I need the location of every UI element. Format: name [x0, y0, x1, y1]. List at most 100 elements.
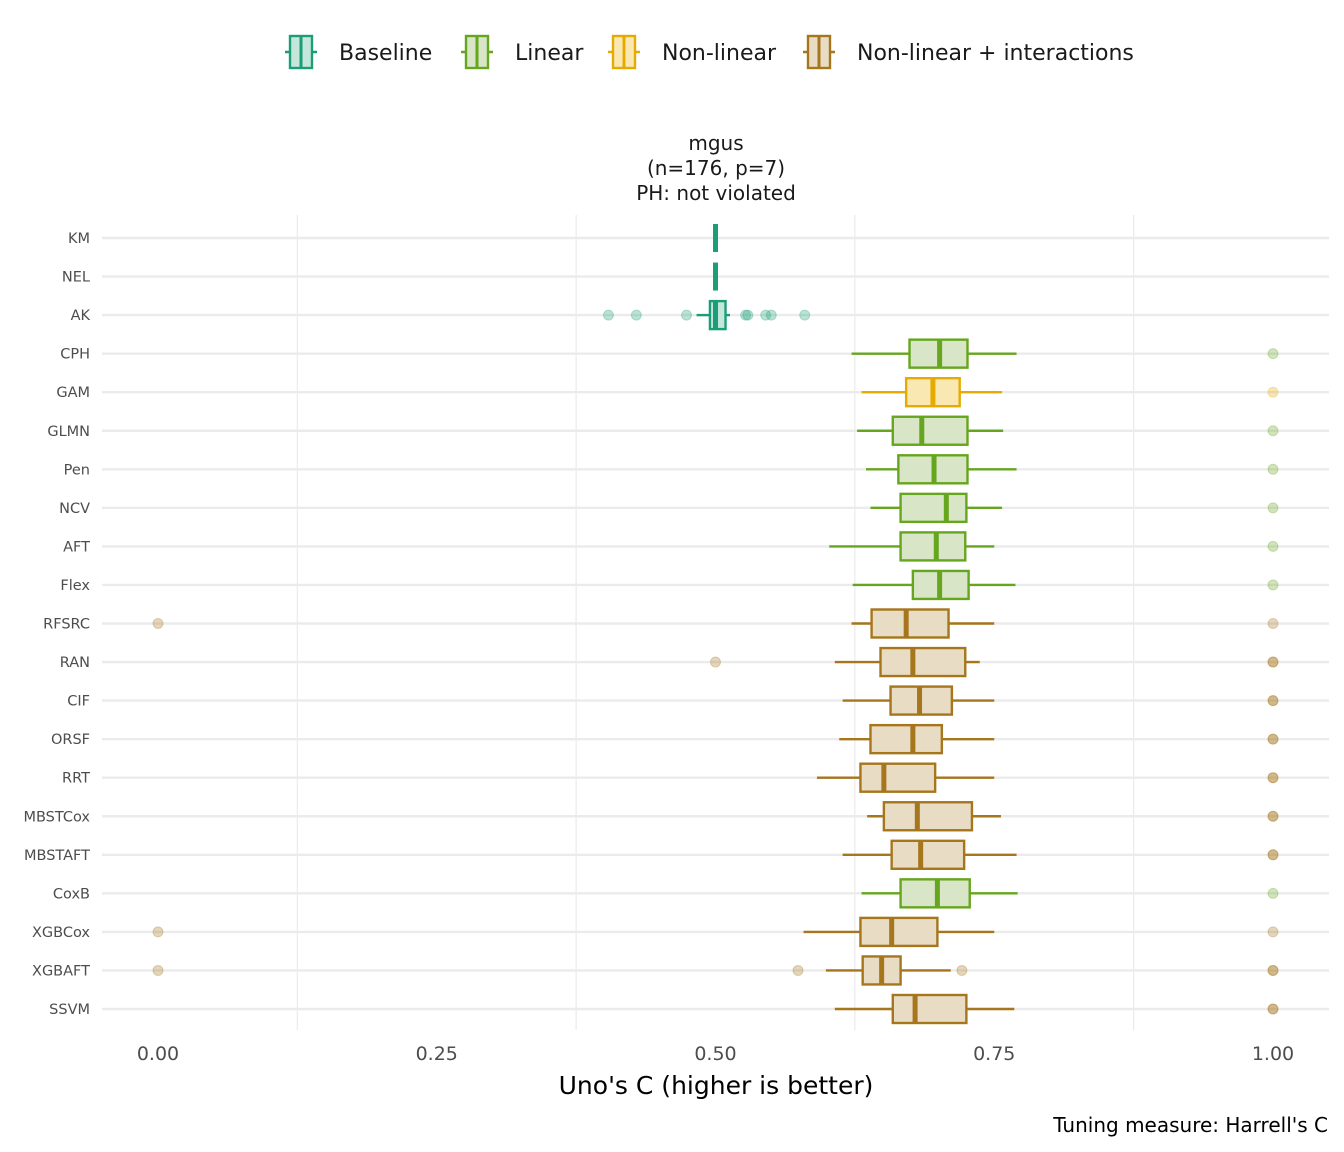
box-ssvm	[834, 993, 1279, 1025]
legend-label: Non-linear	[662, 41, 777, 66]
panel-title: mgus (n=176, p=7) PH: not violated	[636, 131, 796, 205]
x-tick-label: 0.75	[973, 1043, 1015, 1065]
y-tick-label-ssvm: SSVM	[49, 1002, 90, 1018]
title-line-2: (n=176, p=7)	[647, 156, 785, 180]
caption: Tuning measure: Harrell's C	[1052, 1113, 1328, 1137]
box-cif	[842, 685, 1279, 716]
box-rrt	[816, 762, 1279, 793]
outlier-point	[1267, 386, 1279, 398]
iqr-box	[859, 762, 937, 793]
outlier-point	[1267, 849, 1279, 861]
median-line	[713, 224, 718, 252]
legend-label: Linear	[515, 41, 584, 66]
y-tick-label-cif: CIF	[67, 694, 90, 710]
box-glmn	[857, 415, 1279, 446]
outlier-point	[740, 309, 752, 321]
y-tick-label-coxb: CoxB	[53, 886, 90, 902]
x-tick-label: 0.25	[416, 1043, 458, 1065]
legend-key-icon	[608, 34, 640, 70]
outlier-point	[1267, 579, 1279, 591]
box-coxb	[861, 878, 1279, 909]
outlier-point	[1267, 618, 1279, 629]
outlier-point	[1267, 887, 1279, 899]
outlier-point	[630, 309, 642, 321]
y-tick-label-pen: Pen	[64, 462, 90, 478]
x-axis-ticks: 0.00 0.25 0.50 0.75 1.00	[137, 1043, 1294, 1065]
legend-item-non-linear: Non-linear	[608, 34, 777, 70]
outlier-point	[1267, 695, 1279, 707]
legend: Baseline Linear Non-linear Non-linear + int…	[285, 34, 1134, 70]
box-aft	[829, 531, 1279, 562]
outlier-point	[1267, 463, 1279, 475]
box-rfsrc	[152, 608, 1279, 639]
box-xgbaft	[152, 955, 1279, 986]
iqr-box	[899, 531, 967, 562]
box-pen	[866, 454, 1279, 485]
outlier-point	[1267, 926, 1279, 938]
x-tick-label: 0.50	[694, 1043, 736, 1065]
y-tick-label-mbstaft: MBSTAFT	[24, 848, 90, 864]
outlier-point	[1267, 540, 1279, 552]
legend-item-linear: Linear	[461, 34, 584, 70]
legend-key-icon	[803, 34, 835, 70]
outlier-point	[1267, 733, 1279, 745]
outlier-point	[1267, 849, 1279, 861]
outlier-point	[681, 309, 693, 321]
outlier-point	[792, 964, 804, 976]
y-tick-label-flex: Flex	[60, 578, 90, 594]
outlier-point	[799, 309, 811, 321]
outlier-point	[1267, 810, 1279, 822]
box-km	[713, 224, 718, 252]
legend-label: Baseline	[339, 41, 432, 66]
outlier-point	[1267, 964, 1279, 976]
outlier-point	[1267, 1003, 1279, 1015]
x-tick-label: 0.00	[137, 1043, 179, 1065]
outlier-point	[710, 656, 721, 668]
y-axis-labels: KM NEL AK CPH GAM GLMN Pen NCV AFT Flex RFSRC RAN CI…	[23, 231, 90, 1018]
box-mbstcox	[867, 801, 1279, 832]
y-tick-label-xgbaft: XGBAFT	[32, 963, 90, 979]
grid	[102, 215, 1329, 1030]
outlier-point	[1267, 656, 1279, 668]
y-tick-label-ncv: NCV	[59, 501, 90, 517]
outlier-point	[760, 309, 772, 321]
y-tick-label-ak: AK	[71, 308, 91, 324]
iqr-box	[882, 801, 974, 832]
iqr-box	[890, 839, 966, 870]
outlier-point	[1267, 772, 1279, 784]
outlier-point	[956, 964, 968, 976]
y-tick-label-xgbcox: XGBCox	[32, 925, 90, 941]
y-tick-label-orsf: ORSF	[51, 732, 90, 748]
outlier-point	[765, 309, 777, 321]
box-mbstaft	[842, 839, 1279, 870]
outlier-point	[152, 618, 164, 629]
box-flex	[852, 569, 1279, 601]
legend-item-non-linear-interactions: Non-linear + interactions	[803, 34, 1134, 70]
boxes	[152, 224, 1279, 1025]
iqr-box	[870, 608, 950, 639]
y-tick-label-glmn: GLMN	[47, 424, 90, 440]
box-xgbcox	[152, 916, 1279, 948]
iqr-box	[859, 916, 939, 948]
y-tick-label-cph: CPH	[60, 347, 90, 363]
iqr-box	[899, 492, 968, 524]
outlier-point	[1267, 695, 1279, 707]
y-tick-label-ran: RAN	[60, 655, 90, 671]
outlier-point	[1267, 810, 1279, 822]
box-gam	[861, 377, 1279, 408]
box-ak	[602, 299, 811, 331]
outlier-point	[1267, 425, 1279, 437]
legend-label: Non-linear + interactions	[857, 41, 1134, 66]
box-nel	[713, 262, 718, 291]
y-tick-label-aft: AFT	[63, 539, 90, 555]
title-line-3: PH: not violated	[636, 181, 796, 205]
legend-item-baseline: Baseline	[285, 34, 432, 70]
outlier-point	[1267, 772, 1279, 784]
median-line	[713, 262, 718, 291]
outlier-point	[1267, 964, 1279, 976]
outlier-point	[1267, 1003, 1279, 1015]
outlier-point	[152, 964, 164, 976]
outlier-point	[602, 309, 614, 321]
box-cph	[851, 338, 1279, 369]
